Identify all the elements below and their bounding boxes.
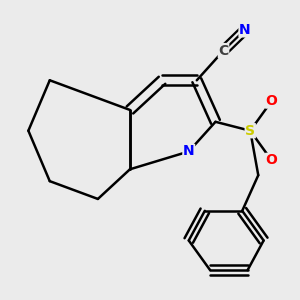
Text: N: N	[183, 145, 195, 158]
Text: O: O	[266, 153, 278, 167]
Text: O: O	[266, 94, 278, 108]
Text: C: C	[218, 44, 229, 58]
Text: N: N	[239, 23, 251, 37]
Text: S: S	[245, 124, 255, 138]
